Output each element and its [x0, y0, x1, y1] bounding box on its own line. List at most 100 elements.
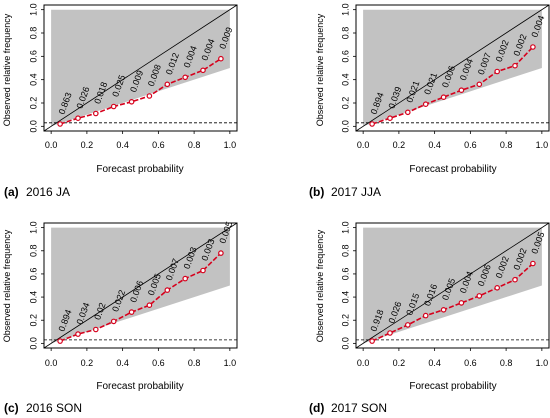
- data-point-d-6: [476, 293, 483, 299]
- y-tick-label-a-2: 0.4: [28, 73, 38, 86]
- data-point-d-8: [512, 276, 518, 283]
- y-tick-label-c-3: 0.6: [28, 268, 38, 281]
- data-point-d-1: [387, 330, 393, 336]
- x-axis-label-b: Forecast probability: [409, 164, 496, 175]
- reliability-line-b: [371, 46, 534, 125]
- x-tick-label-a-3: 0.6: [152, 140, 165, 150]
- diagonal-line-b: [355, 4, 550, 132]
- y-tick-label-d-4: 0.8: [340, 245, 350, 258]
- y-tick-label-b-1: 0.2: [340, 97, 350, 110]
- data-point-d-2: [404, 322, 411, 328]
- x-tick-label-d-1: 0.2: [393, 358, 406, 368]
- x-tick-label-b-0: 0.0: [357, 140, 370, 150]
- caption-letter-c: (c): [4, 401, 19, 415]
- x-tick-label-a-1: 0.2: [81, 140, 94, 150]
- data-point-d-4: [440, 306, 447, 313]
- data-point-d-0: [369, 338, 375, 344]
- data-point-a-8: [200, 67, 206, 74]
- data-point-c-0: [57, 338, 63, 344]
- y-tick-label-a-1: 0.2: [28, 97, 38, 110]
- data-point-c-7: [182, 275, 189, 282]
- y-tick-label-c-0: 0.0: [28, 337, 38, 350]
- data-point-a-5: [146, 93, 153, 99]
- y-tick-label-d-5: 1.0: [340, 221, 350, 234]
- caption-letter-b: (b): [309, 185, 324, 199]
- x-tick-label-b-3: 0.6: [464, 140, 477, 150]
- data-point-a-7: [182, 74, 189, 81]
- data-point-b-5: [458, 87, 465, 94]
- caption-letter-a: (a): [4, 185, 19, 199]
- data-point-d-9: [530, 260, 536, 267]
- caption-text-b: 2017 JJA: [331, 185, 381, 199]
- x-tick-label-d-3: 0.6: [464, 358, 477, 368]
- caption-text-c: 2016 SON: [26, 401, 82, 415]
- sample-label-c-9: 0.005: [217, 220, 234, 245]
- diagonal-line-c: [43, 222, 238, 349]
- data-point-a-0: [57, 121, 63, 127]
- x-tick-label-c-1: 0.2: [81, 358, 94, 368]
- reliability-line-c: [59, 252, 222, 342]
- data-point-c-2: [93, 326, 99, 333]
- x-axis-label-c: Forecast probability: [96, 381, 183, 392]
- plot-frame-c: [43, 222, 238, 349]
- data-point-b-1: [387, 115, 393, 122]
- data-point-c-4: [128, 309, 135, 315]
- data-point-c-8: [200, 267, 206, 274]
- y-axis-label-c: Observed relative frequency: [2, 229, 12, 342]
- y-axis-label-a: Observed relative frequency: [2, 13, 12, 126]
- x-tick-label-b-4: 0.8: [500, 140, 513, 150]
- y-tick-label-c-1: 0.2: [28, 314, 38, 327]
- x-tick-label-b-2: 0.4: [428, 140, 441, 150]
- plot-frame-d: [355, 222, 550, 349]
- data-point-c-1: [75, 331, 81, 337]
- x-tick-label-d-4: 0.8: [500, 358, 513, 368]
- y-tick-label-a-4: 0.8: [28, 27, 38, 40]
- data-point-b-7: [494, 68, 501, 75]
- diagonal-line-d: [355, 222, 550, 349]
- data-point-a-1: [75, 115, 81, 122]
- panel-a: (a) 2016 JA Forecast probability Observe…: [2, 3, 238, 199]
- reliability-line-a: [59, 58, 222, 125]
- data-point-b-8: [512, 62, 518, 69]
- diagonal-line-a: [43, 4, 238, 132]
- data-point-a-4: [128, 99, 135, 105]
- plot-frame-b: [355, 4, 550, 132]
- y-tick-label-b-2: 0.4: [340, 73, 350, 86]
- x-tick-label-a-5: 1.0: [224, 140, 237, 150]
- x-tick-label-c-0: 0.0: [45, 358, 58, 368]
- x-tick-label-d-0: 0.0: [357, 358, 370, 368]
- x-axis-label-a: Forecast probability: [96, 164, 183, 175]
- x-tick-label-b-1: 0.2: [393, 140, 406, 150]
- data-point-d-5: [458, 300, 465, 306]
- data-point-b-2: [404, 109, 411, 116]
- panel-c: (c) 2016 SON Forecast probability Observ…: [2, 220, 238, 415]
- x-tick-label-a-2: 0.4: [116, 140, 129, 150]
- caption-letter-d: (d): [309, 401, 324, 415]
- x-axis-label-d: Forecast probability: [409, 381, 496, 392]
- y-tick-label-d-1: 0.2: [340, 314, 350, 327]
- y-tick-label-b-0: 0.0: [340, 120, 350, 133]
- data-point-a-9: [218, 55, 224, 62]
- x-tick-label-d-5: 1.0: [536, 358, 549, 368]
- caption-text-d: 2017 SON: [331, 401, 387, 415]
- y-tick-label-c-5: 1.0: [28, 221, 38, 234]
- y-tick-label-c-4: 0.8: [28, 245, 38, 258]
- data-point-c-5: [146, 302, 153, 309]
- data-point-a-3: [110, 103, 117, 110]
- plot-frame-a: [43, 4, 238, 132]
- data-point-b-4: [440, 94, 447, 101]
- x-tick-label-c-2: 0.4: [116, 358, 129, 368]
- y-tick-label-d-2: 0.4: [340, 291, 350, 304]
- data-point-d-3: [422, 312, 429, 319]
- x-tick-label-a-0: 0.0: [45, 140, 58, 150]
- data-point-c-3: [110, 318, 117, 325]
- x-tick-label-c-4: 0.8: [188, 358, 201, 368]
- y-tick-label-b-5: 1.0: [340, 3, 350, 16]
- data-point-b-6: [476, 81, 483, 88]
- y-axis-label-d: Observed relative frequency: [315, 229, 325, 342]
- y-tick-label-b-3: 0.6: [340, 50, 350, 63]
- reliability-line-d: [371, 262, 534, 342]
- x-tick-label-c-3: 0.6: [152, 358, 165, 368]
- y-tick-label-c-2: 0.4: [28, 291, 38, 304]
